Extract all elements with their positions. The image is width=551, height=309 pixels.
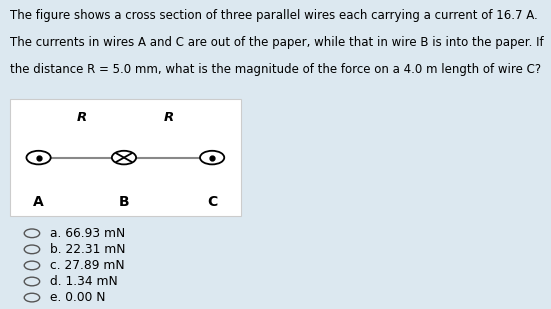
Text: C: C [207,195,217,209]
Text: The currents in wires A and C are out of the paper, while that in wire B is into: The currents in wires A and C are out of… [10,36,543,49]
Circle shape [26,151,51,164]
Text: d. 1.34 mN: d. 1.34 mN [50,275,117,288]
Text: b. 22.31 mN: b. 22.31 mN [50,243,125,256]
Circle shape [200,151,224,164]
FancyBboxPatch shape [10,99,241,216]
Text: the distance R = 5.0 mm, what is the magnitude of the force on a 4.0 m length of: the distance R = 5.0 mm, what is the mag… [10,63,541,76]
Text: R: R [164,111,174,124]
Text: B: B [118,195,129,209]
Text: c. 27.89 mN: c. 27.89 mN [50,259,124,272]
Text: A: A [33,195,44,209]
Text: The figure shows a cross section of three parallel wires each carrying a current: The figure shows a cross section of thre… [10,9,538,22]
Text: e. 0.00 N: e. 0.00 N [50,291,105,304]
Circle shape [112,151,136,164]
Text: R: R [77,111,87,124]
Text: a. 66.93 mN: a. 66.93 mN [50,227,125,240]
